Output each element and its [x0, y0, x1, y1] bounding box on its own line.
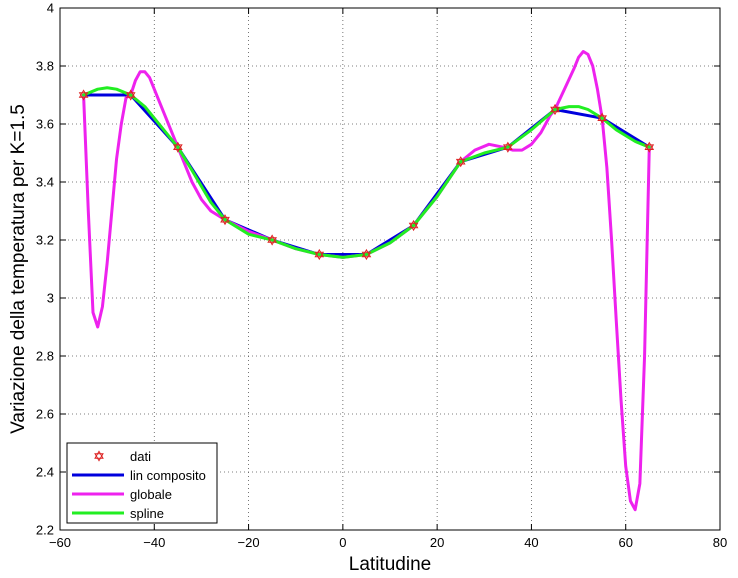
- y-tick-label: 3: [47, 291, 54, 306]
- data-point-tri-up: [408, 219, 419, 229]
- data-point-tri-up: [125, 89, 136, 98]
- x-tick-label: −40: [143, 535, 165, 550]
- y-tick-label: 2.8: [36, 349, 54, 364]
- legend-marker-tri-up: [94, 450, 104, 459]
- x-tick-label: 40: [524, 535, 538, 550]
- data-point-tri-up: [597, 112, 607, 121]
- data-point: [550, 103, 560, 116]
- data-point-tri-down: [78, 92, 89, 101]
- data-point-tri-down: [220, 216, 230, 226]
- x-tick-label: −60: [49, 535, 71, 550]
- data-point-tri-up: [550, 103, 560, 113]
- data-point-tri-down: [597, 115, 607, 124]
- y-tick-label: 2.6: [36, 407, 54, 422]
- x-tick-label: 0: [339, 535, 346, 550]
- data-point: [408, 219, 419, 232]
- data-point-tri-down: [503, 144, 513, 153]
- series-line-spline: [82, 86, 651, 259]
- data-point: [361, 248, 372, 261]
- data-point: [455, 156, 466, 168]
- data-point: [314, 248, 325, 261]
- data-point-tri-down: [125, 92, 136, 101]
- x-tick-label: 20: [430, 535, 444, 550]
- data-point-tri-up: [173, 141, 183, 150]
- data-point-tri-down: [550, 106, 560, 116]
- series-layer: [78, 50, 655, 512]
- legend-label: spline: [130, 506, 164, 521]
- data-point-tri-up: [314, 248, 325, 258]
- plot-frame: [59, 7, 721, 531]
- data-point: [125, 89, 136, 101]
- data-point-tri-down: [408, 222, 419, 232]
- data-point-tri-down: [361, 251, 372, 261]
- data-point-tri-down: [455, 158, 466, 168]
- y-tick-label: 2.4: [36, 465, 54, 480]
- data-point-tri-up: [220, 214, 230, 223]
- data-point: [220, 214, 230, 226]
- data-point-tri-down: [644, 144, 655, 153]
- y-tick-label: 3.6: [36, 117, 54, 132]
- x-tick-label: 80: [713, 535, 727, 550]
- y-tick-label: 3.2: [36, 233, 54, 248]
- data-point: [644, 141, 655, 153]
- data-point: [78, 89, 89, 101]
- data-point-tri-up: [361, 248, 372, 258]
- axis-ticks: −60 −40 −20 0 20 40 60 80 2.2 2.4 2.6 2.8 3 3.2 3.4 3.6…: [36, 1, 727, 551]
- grid-lines: [60, 8, 720, 530]
- x-tick-label: 60: [618, 535, 632, 550]
- data-point: [503, 141, 513, 153]
- legend-label: dati: [130, 449, 151, 464]
- data-point-tri-up: [267, 234, 277, 243]
- data-point-tri-down: [267, 237, 277, 246]
- y-axis-label: Variazione della temperatura per K=1.5: [8, 104, 29, 434]
- data-point: [597, 112, 607, 124]
- data-point-tri-up: [455, 156, 466, 165]
- legend-marker: [94, 450, 104, 462]
- data-point-tri-up: [503, 141, 513, 150]
- data-point: [173, 141, 183, 153]
- legend-box: [66, 442, 218, 524]
- x-axis-label: Latitudine: [349, 554, 431, 575]
- legend-marker-tri-down: [94, 453, 104, 462]
- legend-label: globale: [130, 487, 172, 502]
- legend-label: lin composito: [130, 468, 206, 483]
- legend: dati lin composito globale spline: [66, 442, 218, 524]
- data-point-tri-down: [314, 251, 325, 261]
- data-point-tri-down: [173, 144, 183, 153]
- y-tick-label: 2.2: [36, 523, 54, 538]
- y-tick-label: 3.8: [36, 59, 54, 74]
- y-tick-label: 4: [47, 1, 54, 16]
- y-tick-label: 3.4: [36, 175, 54, 190]
- data-point-tri-up: [78, 89, 89, 98]
- x-tick-label: −20: [238, 535, 260, 550]
- data-point-tri-up: [644, 141, 655, 150]
- data-point: [267, 234, 277, 246]
